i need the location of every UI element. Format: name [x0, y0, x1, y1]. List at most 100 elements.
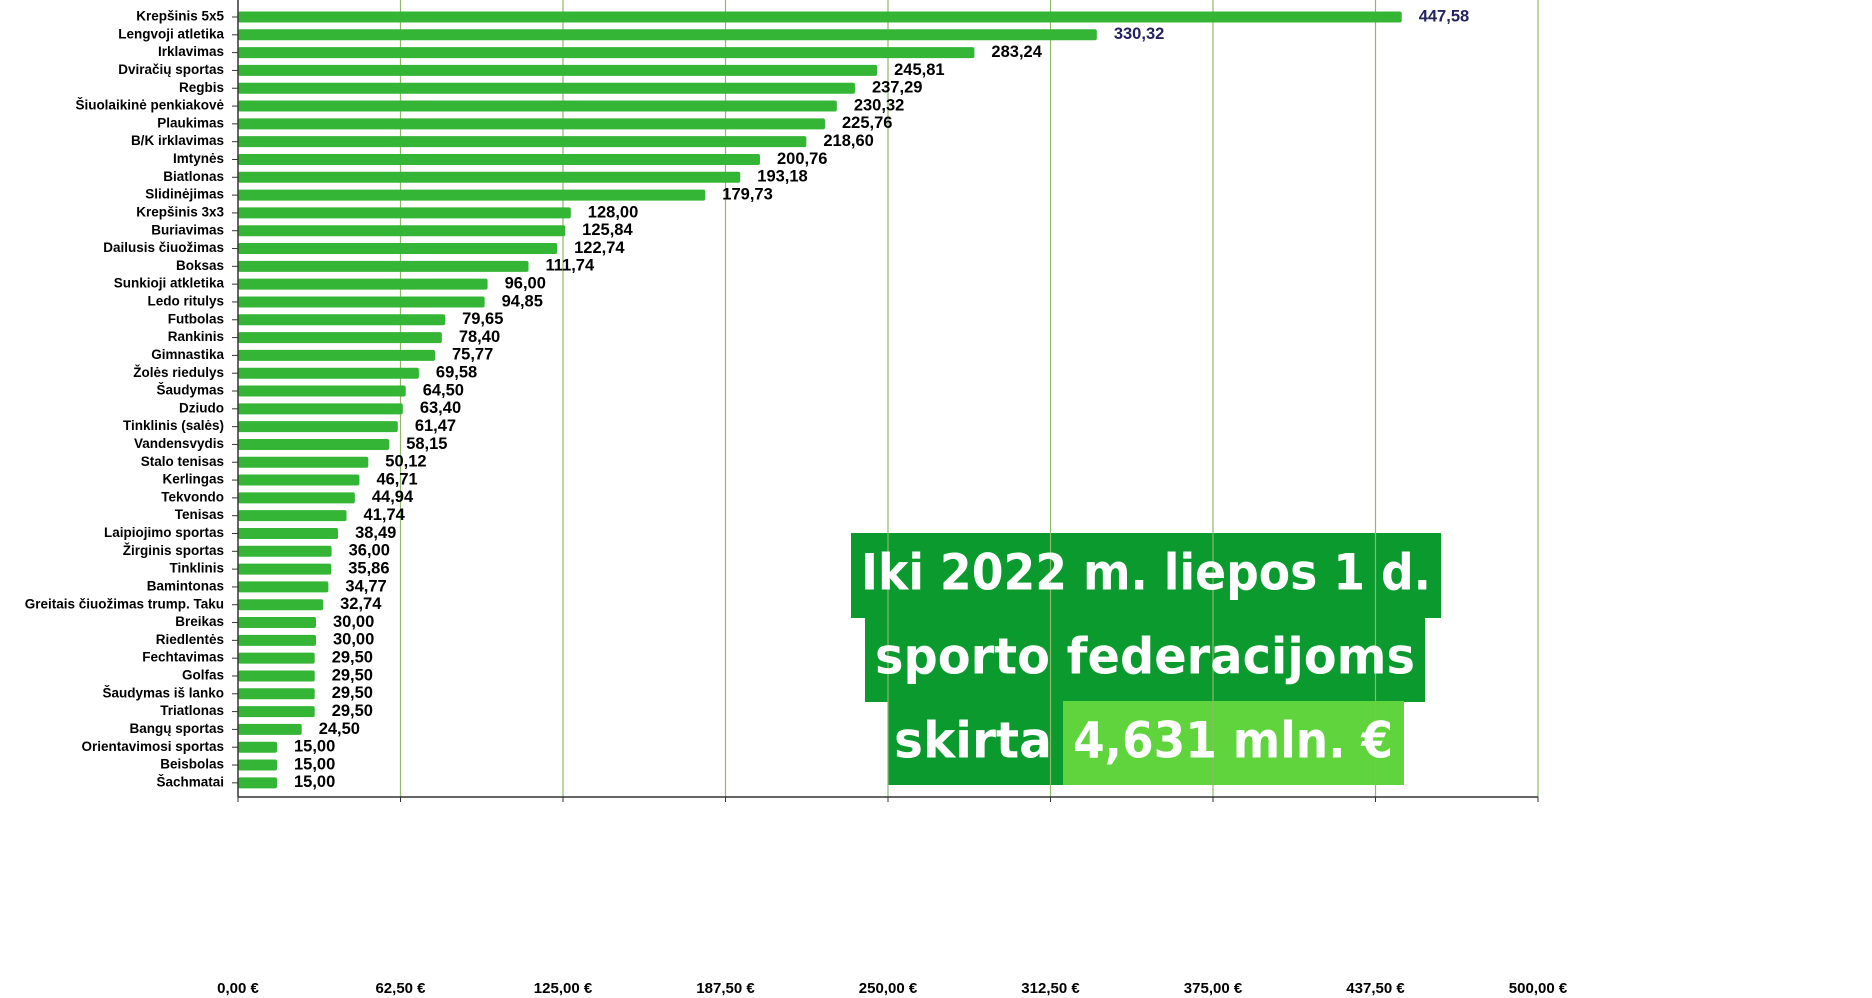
value-label: 237,29 — [872, 79, 922, 97]
y-tick-label: Gimnastika — [151, 347, 224, 362]
value-label: 75,77 — [452, 346, 493, 364]
bar — [238, 11, 1402, 23]
x-tick-label: 312,50 € — [1021, 980, 1080, 997]
y-tick-label: Golfas — [182, 668, 224, 683]
y-tick-label: Riedlentės — [156, 632, 224, 647]
y-tick-label: B/K irklavimas — [131, 133, 224, 148]
bar — [238, 260, 529, 272]
value-label: 78,40 — [459, 328, 500, 346]
x-tick-label: 500,00 € — [1509, 980, 1568, 997]
bar — [238, 189, 706, 201]
y-tick-label: Krepšinis 3x3 — [136, 204, 224, 219]
bar — [238, 741, 277, 753]
value-label: 29,50 — [332, 702, 373, 720]
bar — [238, 456, 369, 468]
value-label: 96,00 — [505, 275, 546, 293]
value-label: 35,86 — [348, 559, 389, 577]
value-label: 447,58 — [1419, 7, 1469, 25]
bar — [238, 759, 277, 771]
bar — [238, 634, 316, 646]
value-label: 63,40 — [420, 399, 461, 417]
bar — [238, 421, 398, 433]
y-tick-label: Orientavimosi sportas — [81, 739, 224, 754]
y-tick-label: Slidinėjimas — [145, 187, 224, 202]
value-label: 179,73 — [722, 185, 772, 203]
bar — [238, 64, 878, 76]
y-tick-label: Irklavimas — [158, 44, 224, 59]
value-label: 58,15 — [406, 435, 447, 453]
value-label: 61,47 — [415, 417, 456, 435]
y-tick-label: Laipiojimo sportas — [104, 525, 224, 540]
value-label: 230,32 — [854, 96, 904, 114]
bar — [238, 332, 442, 344]
value-label: 330,32 — [1114, 25, 1164, 43]
value-label: 111,74 — [546, 257, 595, 275]
bar — [238, 510, 347, 522]
value-label: 32,74 — [340, 595, 382, 613]
value-label: 283,24 — [991, 43, 1042, 61]
bar — [238, 777, 277, 789]
y-tick-label: Boksas — [176, 258, 224, 273]
value-label: 29,50 — [332, 666, 373, 684]
y-tick-label: Biatlonas — [163, 169, 224, 184]
value-label: 15,00 — [294, 773, 335, 791]
y-tick-label: Šaudymas iš lanko — [102, 685, 224, 700]
value-label: 94,85 — [502, 292, 543, 310]
bar — [238, 207, 571, 219]
x-tick-label: 0,00 € — [217, 980, 259, 997]
annotation-bg — [865, 617, 1425, 702]
value-label: 193,18 — [757, 168, 807, 186]
bar — [238, 563, 332, 575]
x-tick-label: 62,50 € — [375, 980, 426, 997]
bar — [238, 474, 360, 486]
y-tick-label: Tinklinis — [169, 561, 224, 576]
x-tick-label: 187,50 € — [696, 980, 755, 997]
value-label: 30,00 — [333, 613, 374, 631]
value-label: 30,00 — [333, 631, 374, 649]
bar — [238, 367, 419, 379]
value-label: 64,50 — [423, 381, 464, 399]
bar — [238, 617, 316, 629]
bar — [238, 153, 760, 165]
value-label: 36,00 — [349, 542, 390, 560]
y-tick-label: Žolės riedulys — [133, 365, 224, 380]
value-label: 38,49 — [355, 524, 396, 542]
bar — [238, 527, 339, 539]
value-label: 225,76 — [842, 114, 892, 132]
bar — [238, 492, 355, 504]
y-tick-label: Fechtavimas — [142, 650, 224, 665]
y-tick-label: Bamintonas — [147, 578, 224, 593]
y-tick-label: Triatlonas — [160, 703, 224, 718]
y-tick-label: Žirginis sportas — [123, 543, 224, 558]
value-label: 29,50 — [332, 684, 373, 702]
value-label: 24,50 — [319, 720, 360, 738]
y-tick-label: Krepšinis 5x5 — [136, 9, 224, 24]
value-label: 15,00 — [294, 738, 335, 756]
bar — [238, 349, 436, 361]
annotation-highlight: 4,631 mln. € — [1073, 712, 1393, 770]
bar — [238, 599, 324, 611]
value-label: 122,74 — [574, 239, 625, 257]
value-label: 41,74 — [364, 506, 406, 524]
y-tick-label: Plaukimas — [157, 115, 224, 130]
annotation-text: sporto federacijoms — [875, 628, 1415, 686]
y-tick-label: Šiuolaikinė penkiakovė — [75, 98, 224, 113]
bar — [238, 225, 566, 237]
bar — [238, 171, 741, 183]
y-tick-label: Tekvondo — [161, 489, 224, 504]
bar — [238, 670, 315, 682]
y-tick-label: Tinklinis (salės) — [123, 418, 224, 433]
bar — [238, 688, 315, 700]
value-label: 46,71 — [376, 470, 417, 488]
bar — [238, 581, 329, 593]
y-tick-label: Buriavimas — [151, 222, 224, 237]
value-label: 44,94 — [372, 488, 414, 506]
value-label: 218,60 — [823, 132, 873, 150]
bar — [238, 82, 855, 94]
y-tick-label: Lengvoji atletika — [118, 26, 224, 41]
x-tick-label: 375,00 € — [1184, 980, 1243, 997]
bar — [238, 118, 825, 130]
y-tick-label: Dailusis čiuožimas — [103, 240, 224, 255]
y-tick-label: Bangų sportas — [129, 721, 224, 736]
y-tick-label: Vandensvydis — [134, 436, 224, 451]
